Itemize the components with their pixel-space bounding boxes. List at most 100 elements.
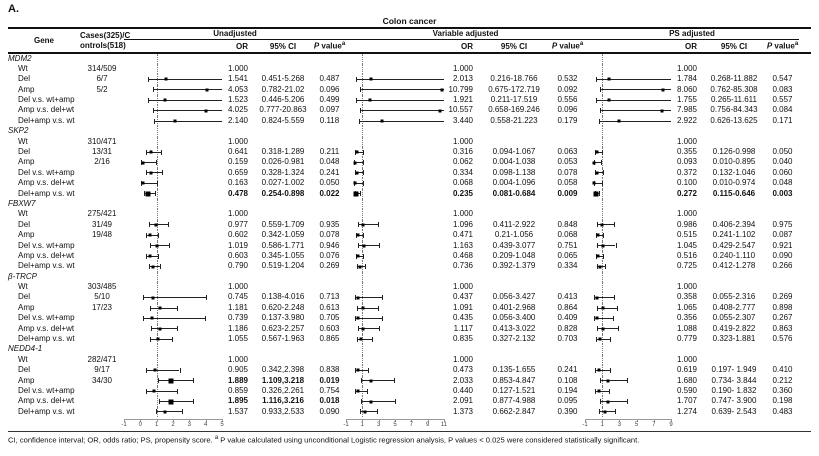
gene-name: NEDD4-1 bbox=[8, 344, 43, 354]
ci-value: 0.190- 1.832 bbox=[711, 386, 757, 395]
table-row: Amp v.s. del+wt 4.025 0.777-20.863 0.097 10.… bbox=[8, 105, 811, 116]
or-value: 1.680 bbox=[676, 375, 697, 385]
ci-cap-left bbox=[158, 399, 160, 405]
ci-value: 0.567-1.963 bbox=[261, 334, 305, 344]
axis-tick bbox=[602, 419, 604, 423]
axis-row: -1 0 1 2 3 4 5 -1 1 3 5 7 9 11 -1 1 3 5 7 9 bbox=[8, 417, 811, 431]
ci-value: 0.342-1.059 bbox=[261, 230, 305, 240]
or-value: 0.355 bbox=[676, 147, 697, 157]
ci-cap-left bbox=[600, 87, 602, 93]
row-label: Del v.s. wt+amp bbox=[18, 167, 75, 177]
p-value: 0.050 bbox=[772, 147, 793, 157]
ci-line bbox=[597, 245, 616, 247]
ci-line bbox=[594, 317, 614, 319]
p-value: 0.613 bbox=[319, 302, 340, 312]
x-axis: -1 0 1 2 3 4 5 bbox=[121, 417, 224, 431]
axis-tick bbox=[411, 419, 413, 423]
or-marker bbox=[353, 181, 357, 185]
reference-line bbox=[156, 126, 158, 137]
p-value: 0.076 bbox=[319, 250, 340, 260]
ci-value: 0.586-1.771 bbox=[261, 240, 305, 250]
or-value: 0.093 bbox=[676, 157, 697, 167]
ci-value: 0.747- 3.900 bbox=[711, 396, 757, 406]
reference-line bbox=[156, 354, 158, 366]
ci-cap-left bbox=[149, 222, 151, 228]
p-value: 0.019 bbox=[319, 375, 340, 385]
axis-tick bbox=[362, 419, 364, 423]
cases-value: 2/16 bbox=[94, 157, 110, 167]
forest-plot-cell bbox=[124, 313, 222, 324]
forest-plot-cell bbox=[585, 74, 671, 85]
or-value: 1.163 bbox=[452, 240, 473, 250]
ci-value: 0.392-1.379 bbox=[492, 261, 536, 271]
ci-cap-right bbox=[609, 388, 611, 394]
ci-value: 0.240-1.110 bbox=[712, 250, 756, 260]
or-marker bbox=[153, 368, 157, 372]
p-value: 0.096 bbox=[557, 105, 578, 115]
ci-value: 0.756-84.343 bbox=[710, 105, 758, 115]
cases-value: 310/471 bbox=[87, 136, 117, 146]
or-marker bbox=[362, 244, 366, 248]
axis-line bbox=[585, 419, 671, 421]
or-marker bbox=[149, 171, 153, 175]
cases-value: 282/471 bbox=[87, 354, 117, 364]
ci-line bbox=[150, 328, 178, 330]
p-value: 0.863 bbox=[772, 323, 793, 333]
forest-plot-cell bbox=[346, 302, 444, 314]
p-value: 0.108 bbox=[557, 375, 578, 385]
ci-line bbox=[354, 151, 363, 153]
axis-tick bbox=[636, 419, 638, 423]
ci-cap-right bbox=[371, 336, 373, 342]
ci-value: 0.559-1.709 bbox=[261, 219, 305, 229]
gene-row: β-TRCP bbox=[8, 271, 811, 283]
ci-cap-left bbox=[595, 76, 597, 82]
axis-tick-label: 3 bbox=[376, 422, 381, 429]
or-value: 0.471 bbox=[452, 230, 473, 240]
forest-plot-cell bbox=[346, 219, 444, 231]
p-value: 0.194 bbox=[557, 386, 578, 395]
ci-value: 0.406-2.394 bbox=[712, 219, 756, 229]
or-marker bbox=[363, 410, 367, 414]
ci-line bbox=[361, 401, 395, 403]
ci-line bbox=[145, 390, 178, 392]
forest-plot-cell bbox=[346, 147, 444, 158]
p-value: 0.409 bbox=[557, 313, 578, 323]
reference-line bbox=[362, 188, 364, 199]
axis-tick bbox=[395, 419, 396, 423]
or-marker bbox=[168, 399, 174, 405]
reference-line bbox=[602, 354, 604, 366]
or-value: 0.779 bbox=[676, 334, 697, 344]
forest-plot-cell bbox=[124, 334, 222, 345]
ci-value: 0.411-2.922 bbox=[492, 219, 536, 229]
x-axis: -1 1 3 5 7 9 bbox=[582, 417, 673, 431]
ci-line bbox=[153, 120, 222, 122]
forest-plot-cell bbox=[585, 302, 671, 314]
forest-plot-cell bbox=[585, 105, 671, 116]
p-value: 0.018 bbox=[319, 396, 340, 406]
cases-value: 5/2 bbox=[96, 84, 108, 94]
row-label: Del bbox=[18, 292, 31, 302]
ci-cap-left bbox=[144, 191, 146, 197]
p-value: 0.048 bbox=[772, 178, 793, 188]
p-value: 0.269 bbox=[319, 261, 340, 271]
p-value: 0.754 bbox=[319, 386, 340, 395]
row-label: Amp v.s. del+wt bbox=[18, 105, 75, 115]
ci-cap-right bbox=[382, 295, 384, 301]
ci-line bbox=[357, 224, 379, 226]
p-value: 0.410 bbox=[772, 365, 793, 375]
ci-line bbox=[357, 307, 379, 309]
or-marker bbox=[595, 150, 599, 154]
forest-plot-cell bbox=[346, 74, 444, 85]
forest-plot-cell bbox=[346, 334, 444, 345]
table-row: Amp 34/30 1.889 1.109,3.218 0.019 2.033 0.853-… bbox=[8, 375, 811, 386]
reference-line bbox=[156, 396, 158, 407]
table-row: Amp 2/16 0.159 0.026-0.981 0.048 0.062 0.004-1… bbox=[8, 157, 811, 168]
axis-tick-label: 1 bbox=[360, 422, 364, 429]
cases-value: 5/10 bbox=[94, 292, 110, 302]
p-value: 0.751 bbox=[557, 240, 578, 250]
reference-line bbox=[156, 188, 158, 199]
ci-cap-right bbox=[362, 253, 364, 259]
ci-line bbox=[595, 99, 671, 101]
ci-line bbox=[594, 297, 614, 299]
forest-plot-cell bbox=[585, 219, 671, 231]
